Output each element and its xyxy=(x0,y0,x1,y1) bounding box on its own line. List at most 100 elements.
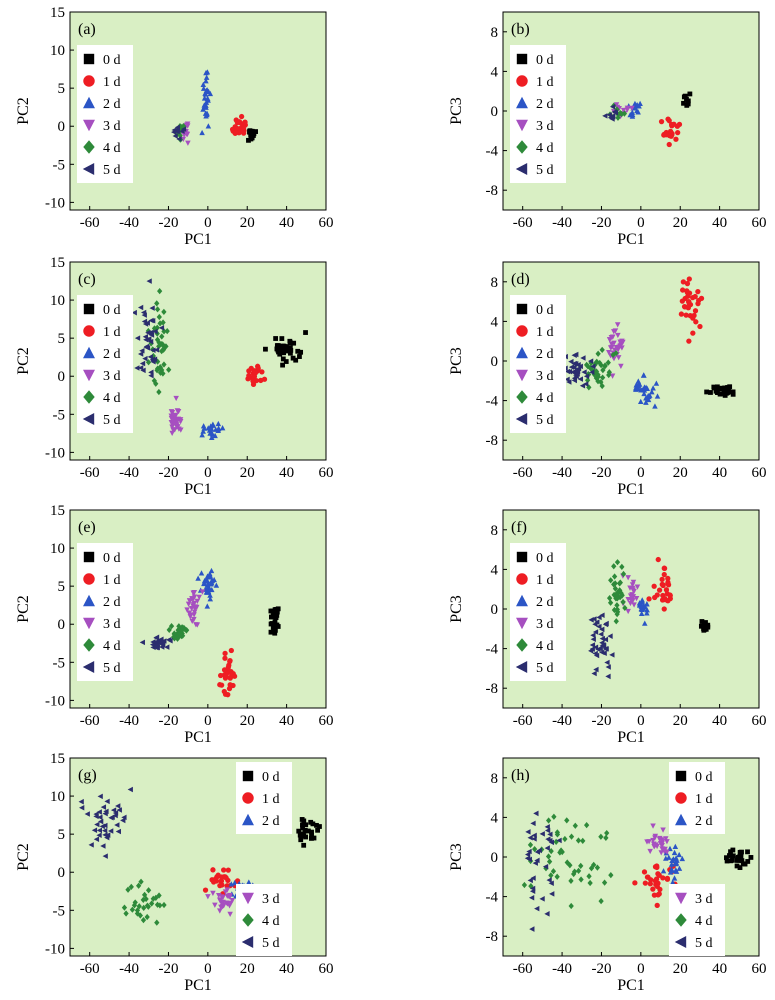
data-point xyxy=(614,589,621,597)
data-point xyxy=(185,601,192,607)
legend-label: 1 d xyxy=(695,792,713,807)
y-tick-label: 4 xyxy=(491,314,499,330)
x-tick-label: -40 xyxy=(119,215,139,231)
x-tick-label: -60 xyxy=(513,961,533,977)
data-point xyxy=(651,844,657,850)
data-point xyxy=(625,575,631,581)
x-tick-label: -40 xyxy=(119,961,139,977)
legend-label: 0 d xyxy=(103,53,121,68)
data-point xyxy=(272,619,278,625)
y-tick-label: 5 xyxy=(58,579,66,595)
data-point xyxy=(711,384,717,390)
y-tick-label: -4 xyxy=(486,890,499,906)
data-point xyxy=(660,868,667,874)
y-tick-label: 10 xyxy=(50,789,65,805)
data-point xyxy=(602,363,608,370)
data-point xyxy=(154,358,161,365)
data-point xyxy=(99,823,105,830)
data-point xyxy=(246,372,252,379)
data-point xyxy=(151,356,158,363)
data-point xyxy=(222,655,228,661)
data-point xyxy=(311,835,317,841)
data-point xyxy=(100,843,106,849)
data-point xyxy=(636,600,643,606)
data-point xyxy=(219,425,226,431)
legend-marker xyxy=(515,163,528,175)
y-tick-label: 0 xyxy=(491,602,499,618)
data-point xyxy=(78,798,84,805)
data-point xyxy=(593,652,600,659)
data-point xyxy=(696,297,702,304)
data-point xyxy=(617,339,623,345)
y-axis-label: PC3 xyxy=(448,97,465,125)
data-point xyxy=(643,395,649,401)
data-point xyxy=(635,385,642,391)
data-point xyxy=(691,312,697,319)
data-point xyxy=(158,325,165,331)
legend: 3 d 4 d 5 d xyxy=(236,884,292,956)
y-axis-label: PC3 xyxy=(448,347,465,375)
data-point xyxy=(233,129,239,136)
data-point xyxy=(180,136,187,143)
y-tick-label: 0 xyxy=(58,617,66,633)
legend-marker xyxy=(83,369,95,382)
data-point xyxy=(575,837,582,844)
x-tick-label: -60 xyxy=(80,961,100,977)
data-point xyxy=(190,590,197,596)
data-point xyxy=(671,121,677,127)
data-point xyxy=(748,855,754,860)
data-point xyxy=(251,374,258,380)
data-point xyxy=(655,556,661,563)
data-point xyxy=(631,602,637,608)
data-point xyxy=(274,612,280,618)
data-point xyxy=(546,858,553,865)
data-point xyxy=(641,372,647,378)
legend-marker xyxy=(83,140,95,154)
data-point xyxy=(300,831,306,837)
legend-marker xyxy=(83,573,95,585)
x-tick-label: 60 xyxy=(319,713,334,729)
data-point xyxy=(652,403,658,409)
legend-label: 3 d xyxy=(262,892,280,907)
legend-label: 4 d xyxy=(262,914,280,929)
legend-label: 4 d xyxy=(536,639,554,654)
legend-box xyxy=(510,295,566,433)
data-point xyxy=(597,645,603,652)
data-point xyxy=(176,136,182,142)
legend-marker xyxy=(83,53,95,65)
data-point xyxy=(593,374,600,382)
y-tick-label: 5 xyxy=(58,81,66,97)
data-point xyxy=(157,902,163,909)
data-point xyxy=(695,288,701,295)
data-point xyxy=(530,875,536,881)
data-point xyxy=(590,632,596,639)
x-tick-label: -60 xyxy=(80,465,100,481)
data-point xyxy=(137,304,144,311)
data-point xyxy=(288,350,293,356)
data-point xyxy=(599,640,605,646)
legend-label: 2 d xyxy=(536,97,554,112)
data-point xyxy=(97,793,103,800)
data-point xyxy=(654,902,660,909)
data-point xyxy=(684,96,689,102)
x-axis-label: PC1 xyxy=(184,977,212,994)
data-point xyxy=(610,334,616,340)
chart-panel-c: -60 -40 -20 0 20 40 60 -10 -5 0 5 10 15 PC1 PC2 (c) 0 d 1… xyxy=(15,255,334,498)
legend-label: 0 d xyxy=(103,551,121,566)
data-point xyxy=(718,386,724,392)
x-tick-label: -60 xyxy=(513,713,533,729)
data-point xyxy=(186,610,193,616)
y-tick-label: -4 xyxy=(486,642,499,658)
legend-marker xyxy=(516,390,528,404)
data-point xyxy=(169,430,175,436)
data-point xyxy=(611,563,617,570)
data-point xyxy=(605,664,611,670)
data-point xyxy=(568,877,574,885)
data-point xyxy=(227,658,233,664)
data-point xyxy=(199,129,205,136)
data-point xyxy=(212,432,218,439)
data-point xyxy=(125,886,131,893)
data-point xyxy=(303,822,309,828)
data-point xyxy=(284,348,290,354)
